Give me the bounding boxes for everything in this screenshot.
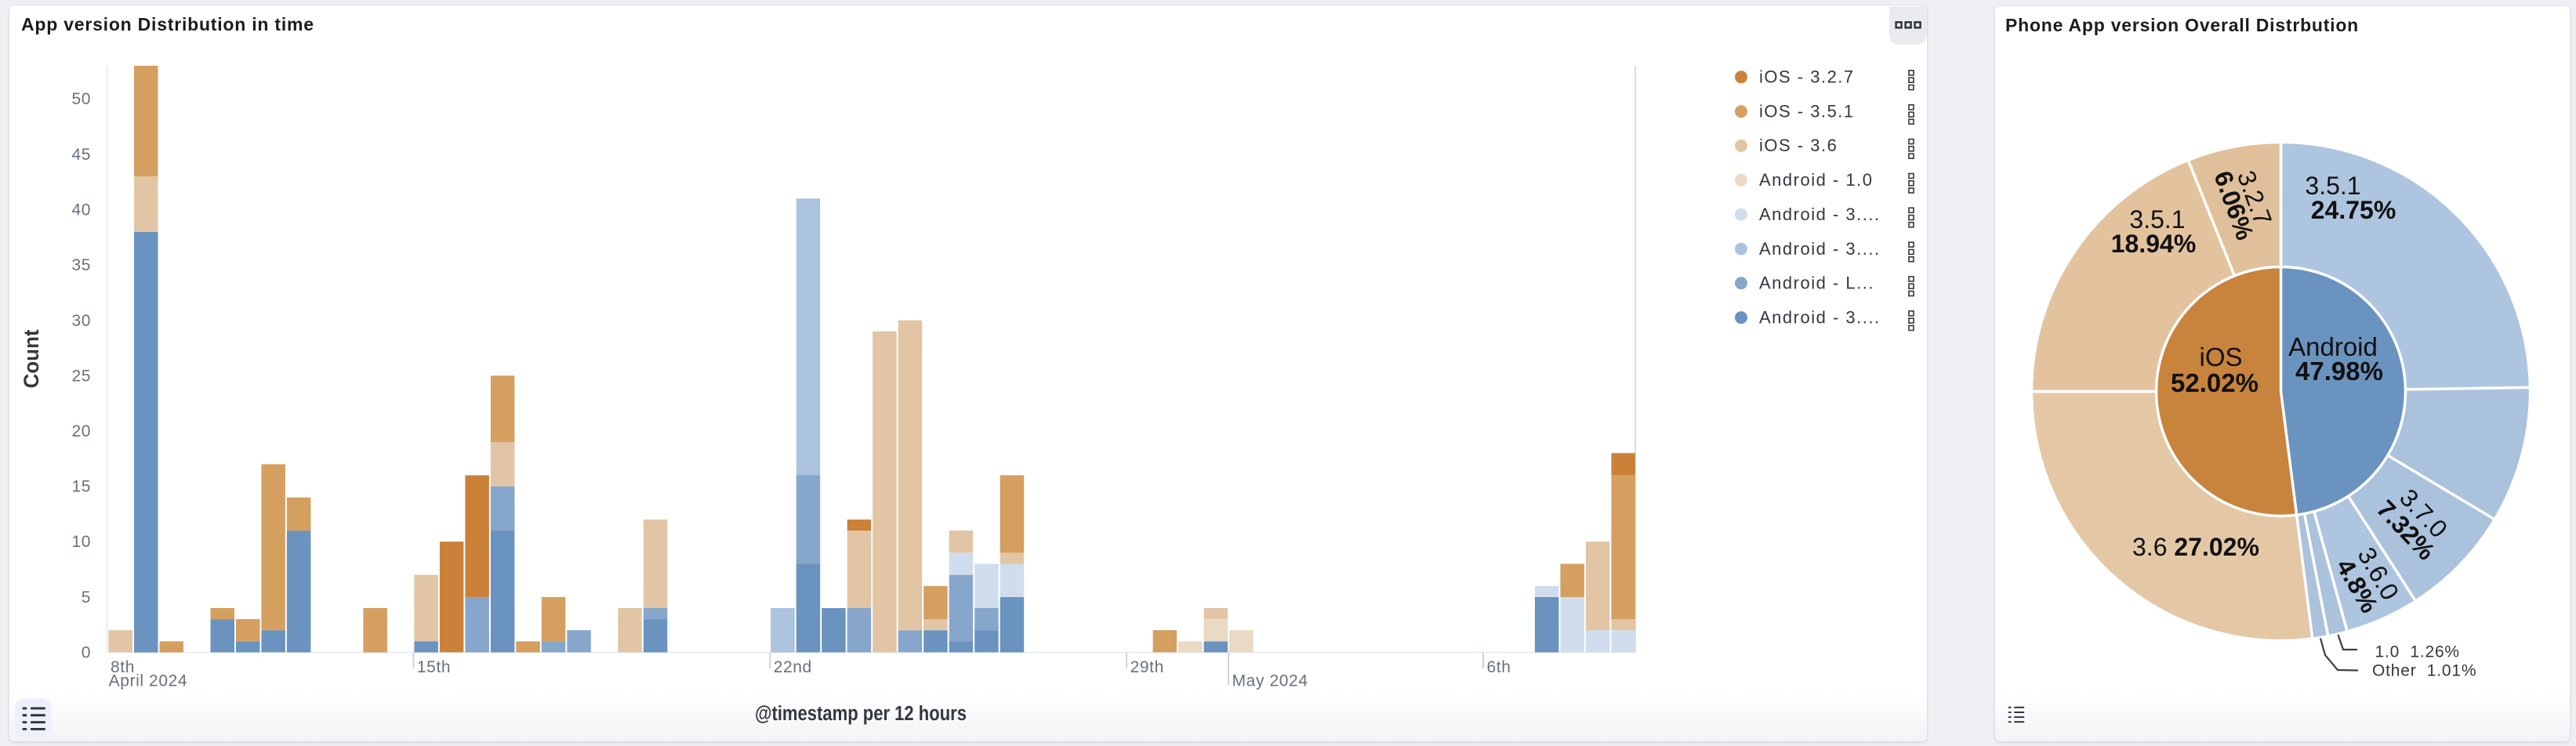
svg-text:1.0 1.26%: 1.0 1.26% <box>2375 643 2460 661</box>
svg-text:22nd: 22nd <box>774 658 812 676</box>
svg-text:25: 25 <box>71 367 91 385</box>
svg-text:iOS - 3.6: iOS - 3.6 <box>1759 136 1838 155</box>
svg-text:35: 35 <box>71 256 91 274</box>
svg-text:52.02%: 52.02% <box>2171 368 2259 397</box>
svg-text:45: 45 <box>71 146 91 164</box>
svg-text:0: 0 <box>82 644 91 662</box>
svg-text:3.6 27.02%: 3.6 27.02% <box>2132 533 2259 561</box>
svg-text:29th: 29th <box>1130 658 1164 676</box>
svg-text:Android - 3....: Android - 3.... <box>1759 307 1881 327</box>
svg-text:May 2024: May 2024 <box>1232 672 1308 690</box>
svg-text:6th: 6th <box>1487 658 1511 676</box>
svg-text:47.98%: 47.98% <box>2295 357 2383 386</box>
svg-text:Count: Count <box>20 329 43 388</box>
svg-text:Other 1.01%: Other 1.01% <box>2372 662 2476 680</box>
svg-text:Android - 1.0: Android - 1.0 <box>1759 170 1873 190</box>
svg-text:3.5.1: 3.5.1 <box>2305 172 2360 200</box>
svg-text:Android - 3....: Android - 3.... <box>1759 205 1881 224</box>
svg-text:5: 5 <box>82 588 91 607</box>
svg-text:April 2024: April 2024 <box>109 672 188 690</box>
svg-text:24.75%: 24.75% <box>2311 196 2396 224</box>
svg-text:40: 40 <box>71 201 91 219</box>
svg-text:Android - L...: Android - L... <box>1759 273 1874 293</box>
svg-text:15th: 15th <box>417 658 451 676</box>
svg-text:15: 15 <box>71 478 91 496</box>
svg-text:8th: 8th <box>111 658 135 676</box>
svg-text:10: 10 <box>71 533 91 551</box>
svg-text:@timestamp per 12 hours: @timestamp per 12 hours <box>755 703 967 725</box>
svg-text:20: 20 <box>71 422 91 440</box>
svg-text:Android: Android <box>2288 332 2378 361</box>
svg-text:30: 30 <box>71 312 91 330</box>
svg-text:50: 50 <box>71 90 91 108</box>
svg-text:3.5.1: 3.5.1 <box>2129 205 2185 234</box>
svg-text:iOS - 3.2.7: iOS - 3.2.7 <box>1759 67 1855 87</box>
svg-text:iOS: iOS <box>2199 342 2242 371</box>
svg-text:18.94%: 18.94% <box>2111 230 2197 258</box>
svg-text:iOS - 3.5.1: iOS - 3.5.1 <box>1759 101 1855 121</box>
svg-text:Android - 3....: Android - 3.... <box>1759 239 1881 259</box>
